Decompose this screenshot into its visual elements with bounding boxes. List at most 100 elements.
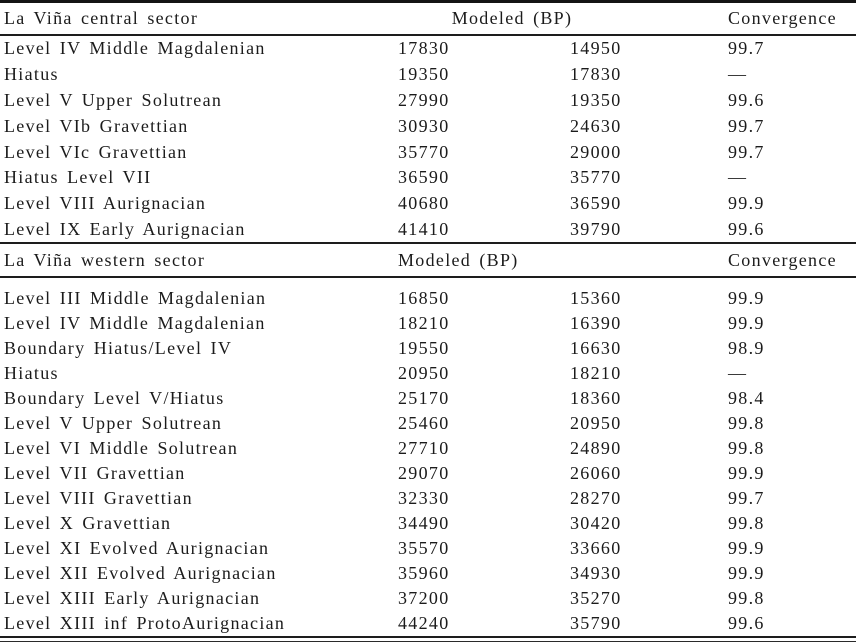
modeled-to: 28270 (570, 488, 622, 509)
level-label: Hiatus Level VII (4, 167, 152, 188)
modeled-from: 34490 (398, 513, 450, 534)
table-row: Level VIII Aurignacian 40680 36590 99.9 (0, 191, 856, 217)
western-header-rule (0, 276, 856, 279)
table-row: Level X Gravettian 34490 30420 99.8 (0, 511, 856, 536)
modeled-to: 16630 (570, 338, 622, 359)
table-row: Level XII Evolved Aurignacian 35960 3493… (0, 561, 856, 586)
table-row: Level IV Middle Magdalenian 17830 14950 … (0, 36, 856, 62)
level-label: Level XIII Early Aurignacian (4, 588, 261, 609)
modeled-to: 35770 (570, 167, 622, 188)
modeled-from: 35770 (398, 141, 450, 162)
modeled-from: 37200 (398, 588, 450, 609)
table-row: Hiatus 20950 18210 — (0, 361, 856, 386)
convergence-value: 99.6 (728, 218, 765, 239)
level-label: Boundary Hiatus/Level IV (4, 338, 233, 359)
modeled-to: 18210 (570, 363, 622, 384)
level-label: Level XIII inf ProtoAurignacian (4, 613, 286, 634)
modeled-to: 35270 (570, 588, 622, 609)
table-row: Level V Upper Solutrean 27990 19350 99.6 (0, 88, 856, 114)
level-label: Level IX Early Aurignacian (4, 218, 246, 239)
modeled-from: 27990 (398, 89, 450, 110)
modeled-from: 20950 (398, 363, 450, 384)
table-row: Level III Middle Magdalenian 16850 15360… (0, 286, 856, 311)
modeled-to: 26060 (570, 463, 622, 484)
table-row: Level V Upper Solutrean 25460 20950 99.8 (0, 411, 856, 436)
modeled-from: 30930 (398, 115, 450, 136)
modeled-from: 40680 (398, 193, 450, 214)
level-label: Level VIII Aurignacian (4, 193, 207, 214)
modeled-from: 29070 (398, 463, 450, 484)
table-row: Level VIII Gravettian 32330 28270 99.7 (0, 486, 856, 511)
convergence-value: 99.9 (728, 563, 765, 584)
central-section-title: La Viña central sector (4, 8, 199, 28)
level-label: Level XII Evolved Aurignacian (4, 563, 277, 584)
level-label: Hiatus (4, 363, 59, 384)
central-convergence-header: Convergence (728, 8, 837, 28)
modeled-to: 15360 (570, 288, 622, 309)
convergence-value: 99.7 (728, 141, 765, 162)
modeled-to: 14950 (570, 38, 622, 59)
modeled-to: 16390 (570, 313, 622, 334)
convergence-value: 99.9 (728, 313, 765, 334)
convergence-value: 99.6 (728, 613, 765, 634)
modeled-from: 19350 (398, 64, 450, 85)
level-label: Level VIII Gravettian (4, 488, 193, 509)
modeled-from: 35570 (398, 538, 450, 559)
convergence-value: — (728, 167, 748, 188)
modeled-from: 25170 (398, 388, 450, 409)
level-label: Level VII Gravettian (4, 463, 186, 484)
table-row: Level XIII Early Aurignacian 37200 35270… (0, 586, 856, 611)
modeled-to: 34930 (570, 563, 622, 584)
convergence-value: — (728, 363, 748, 384)
level-label: Level VIc Gravettian (4, 141, 188, 162)
convergence-value: 98.9 (728, 338, 765, 359)
modeled-from: 19550 (398, 338, 450, 359)
table-row: Level IV Middle Magdalenian 18210 16390 … (0, 311, 856, 336)
convergence-value: 98.4 (728, 388, 765, 409)
modeled-from: 25460 (398, 413, 450, 434)
central-header-row: La Viña central sector Modeled (BP) Conv… (0, 3, 856, 34)
table-row: Level IX Early Aurignacian 41410 39790 9… (0, 217, 856, 243)
modeled-from: 44240 (398, 613, 450, 634)
western-convergence-header: Convergence (728, 249, 837, 270)
level-label: Level V Upper Solutrean (4, 413, 223, 434)
modeled-from: 17830 (398, 38, 450, 59)
convergence-value: 99.7 (728, 488, 765, 509)
modeled-to: 39790 (570, 218, 622, 239)
modeled-to: 35790 (570, 613, 622, 634)
level-label: Level III Middle Magdalenian (4, 288, 267, 309)
level-label: Level X Gravettian (4, 513, 172, 534)
central-header-rule (0, 34, 856, 36)
modeled-from: 16850 (398, 288, 450, 309)
convergence-value: 99.9 (728, 463, 765, 484)
section-divider-rule (0, 242, 856, 245)
modeled-from: 27710 (398, 438, 450, 459)
modeled-from: 41410 (398, 218, 450, 239)
level-label: Level V Upper Solutrean (4, 89, 223, 110)
top-rule (0, 0, 856, 3)
convergence-value: 99.7 (728, 115, 765, 136)
section-western-sector: La Viña western sector Modeled (BP) Conv… (0, 244, 856, 636)
level-label: Level VIb Gravettian (4, 115, 189, 136)
table-row: Level VII Gravettian 29070 26060 99.9 (0, 461, 856, 486)
convergence-value: 99.8 (728, 413, 765, 434)
table-row: Hiatus 19350 17830 — (0, 62, 856, 88)
modeled-to: 24630 (570, 115, 622, 136)
modeled-from: 36590 (398, 167, 450, 188)
table-row: Boundary Level V/Hiatus 25170 18360 98.4 (0, 386, 856, 411)
table-row: Level VI Middle Solutrean 27710 24890 99… (0, 436, 856, 461)
convergence-value: 99.9 (728, 193, 765, 214)
level-label: Level XI Evolved Aurignacian (4, 538, 270, 559)
table-row: Hiatus Level VII 36590 35770 — (0, 165, 856, 191)
modeled-to: 30420 (570, 513, 622, 534)
modeled-to: 17830 (570, 64, 622, 85)
level-label: Level IV Middle Magdalenian (4, 38, 266, 59)
table-row: Boundary Hiatus/Level IV 19550 16630 98.… (0, 336, 856, 361)
convergence-value: 99.8 (728, 438, 765, 459)
level-label: Boundary Level V/Hiatus (4, 388, 225, 409)
convergence-value: 99.6 (728, 89, 765, 110)
western-section-title: La Viña western sector (4, 249, 206, 270)
table-row: Level XI Evolved Aurignacian 35570 33660… (0, 536, 856, 561)
table-row: Level VIb Gravettian 30930 24630 99.7 (0, 113, 856, 139)
